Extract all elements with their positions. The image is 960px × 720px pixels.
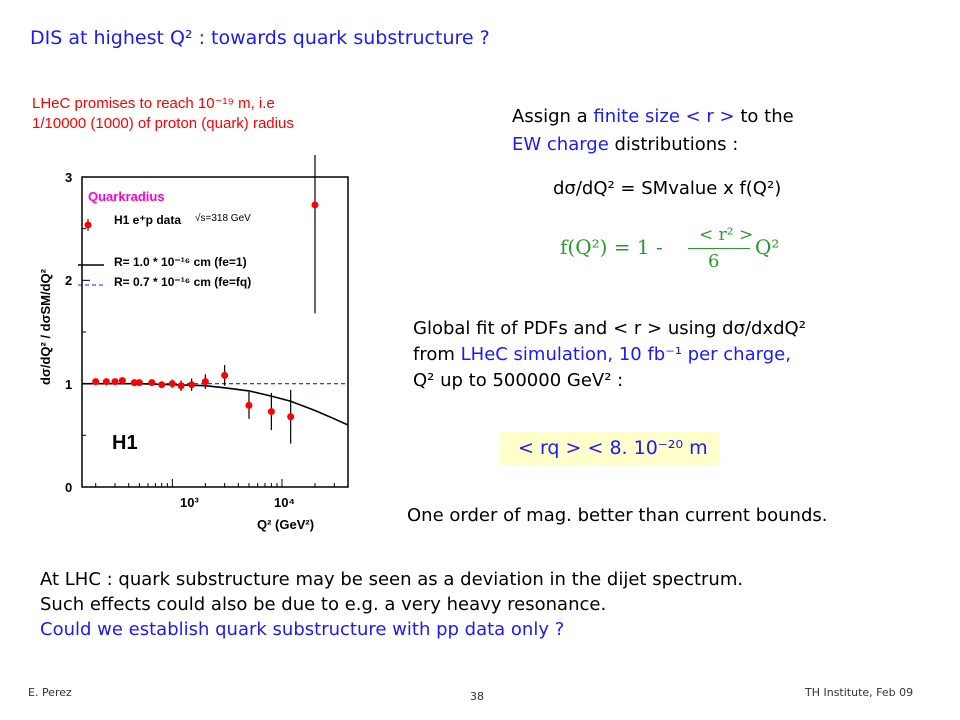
data-point <box>135 379 143 387</box>
data-point <box>168 380 176 388</box>
data-point <box>188 381 196 389</box>
formula2-fraction-line <box>688 248 750 249</box>
data-point <box>92 378 100 386</box>
assign-text: Assign a finite size < r > to the EW cha… <box>512 103 794 159</box>
data-point <box>158 381 166 389</box>
x-axis-label: Q² (GeV²) <box>257 517 315 532</box>
legend-solid-label: R= 1.0 * 10⁻¹⁶ cm (fe=1) <box>114 255 247 269</box>
chart-title: Quarkradius <box>88 189 165 204</box>
formula2-denominator: 6 <box>708 251 720 272</box>
y-tick-2: 2 <box>65 273 73 288</box>
data-point <box>118 377 126 385</box>
x-tick-1e3: 10³ <box>180 495 199 510</box>
y-tick-0: 0 <box>65 480 73 495</box>
assign-line1-c: to the <box>734 106 794 127</box>
legend-marker-point <box>84 221 92 229</box>
assign-line1: Assign a finite size < r > to the <box>512 103 794 131</box>
assign-line2: EW charge distributions : <box>512 131 794 159</box>
formula2-rhs: Q² <box>755 235 780 259</box>
formula-cross-section: dσ/dQ² = SMvalue x f(Q²) <box>553 178 782 199</box>
lhec-note: LHeC promises to reach 10⁻¹⁹ m, i.e 1/10… <box>32 94 294 134</box>
data-point <box>111 378 119 386</box>
y-tick-3: 3 <box>65 170 73 185</box>
order-of-magnitude-text: One order of mag. better than current bo… <box>407 505 828 526</box>
data-point <box>311 201 319 209</box>
global-line2-b: LHeC simulation, 10 fb⁻¹ per charge, <box>460 344 791 365</box>
data-point <box>245 401 253 409</box>
data-point <box>267 408 275 416</box>
assign-line2-b: distributions : <box>608 134 739 155</box>
data-point <box>177 382 185 390</box>
global-line2: from LHeC simulation, 10 fb⁻¹ per charge… <box>413 342 806 368</box>
formula-form-factor: f(Q²) = 1 - < r² > 6 Q² <box>560 225 800 285</box>
solid-curve <box>82 382 349 426</box>
global-line2-a: from <box>413 344 461 365</box>
lhec-note-line2: 1/10000 (1000) of proton (quark) radius <box>32 115 294 132</box>
data-point <box>221 371 229 379</box>
experiment-label: H1 <box>112 432 138 454</box>
y-tick-1: 1 <box>65 377 73 392</box>
formula2-lhs: f(Q²) = 1 - <box>560 235 663 259</box>
assign-line1-b: finite size < r > <box>593 106 735 127</box>
lhc-line3: Could we establish quark substructure wi… <box>40 619 565 640</box>
legend-dashed-label: R= 0.7 * 10⁻¹⁶ cm (fe=fq) <box>114 275 252 289</box>
result-highlight-box <box>500 432 720 466</box>
global-line1: Global fit of PDFs and < r > using dσ/dx… <box>413 318 806 339</box>
global-fit-text: Global fit of PDFs and < r > using dσ/dx… <box>413 316 806 394</box>
lhc-line2: Such effects could also be due to e.g. a… <box>40 594 607 615</box>
data-point <box>148 379 156 387</box>
lhc-line1: At LHC : quark substructure may be seen … <box>40 569 744 590</box>
global-line3: Q² up to 500000 GeV² : <box>413 370 624 391</box>
footer-venue: TH Institute, Feb 09 <box>805 686 914 699</box>
chart-svg <box>78 96 349 488</box>
data-point <box>201 378 209 386</box>
assign-line2-a: EW charge <box>512 134 609 155</box>
assign-line1-a: Assign a <box>512 106 594 127</box>
result-text: < rq > < 8. 10⁻²⁰ m <box>518 437 708 459</box>
footer-page-number: 38 <box>470 690 484 703</box>
data-point <box>102 378 110 386</box>
quark-radius-chart: Quarkradius H1 H1 e⁺p data √s=318 GeV R=… <box>30 96 360 540</box>
slide-title: DIS at highest Q² : towards quark substr… <box>30 27 490 49</box>
y-axis-label: dσ/dQ² / dσSM/dQ² <box>38 269 53 385</box>
formula2-numerator: < r² > <box>699 225 754 245</box>
legend-data-note: √s=318 GeV <box>195 213 251 224</box>
x-tick-1e4: 10⁴ <box>274 495 295 510</box>
lhec-note-line1: LHeC promises to reach 10⁻¹⁹ m, i.e <box>32 95 275 112</box>
lhc-text: At LHC : quark substructure may be seen … <box>40 567 743 642</box>
legend-data-label: H1 e⁺p data <box>114 213 182 227</box>
footer-author: E. Perez <box>28 686 72 699</box>
data-point <box>287 413 295 421</box>
data-point <box>130 379 138 387</box>
